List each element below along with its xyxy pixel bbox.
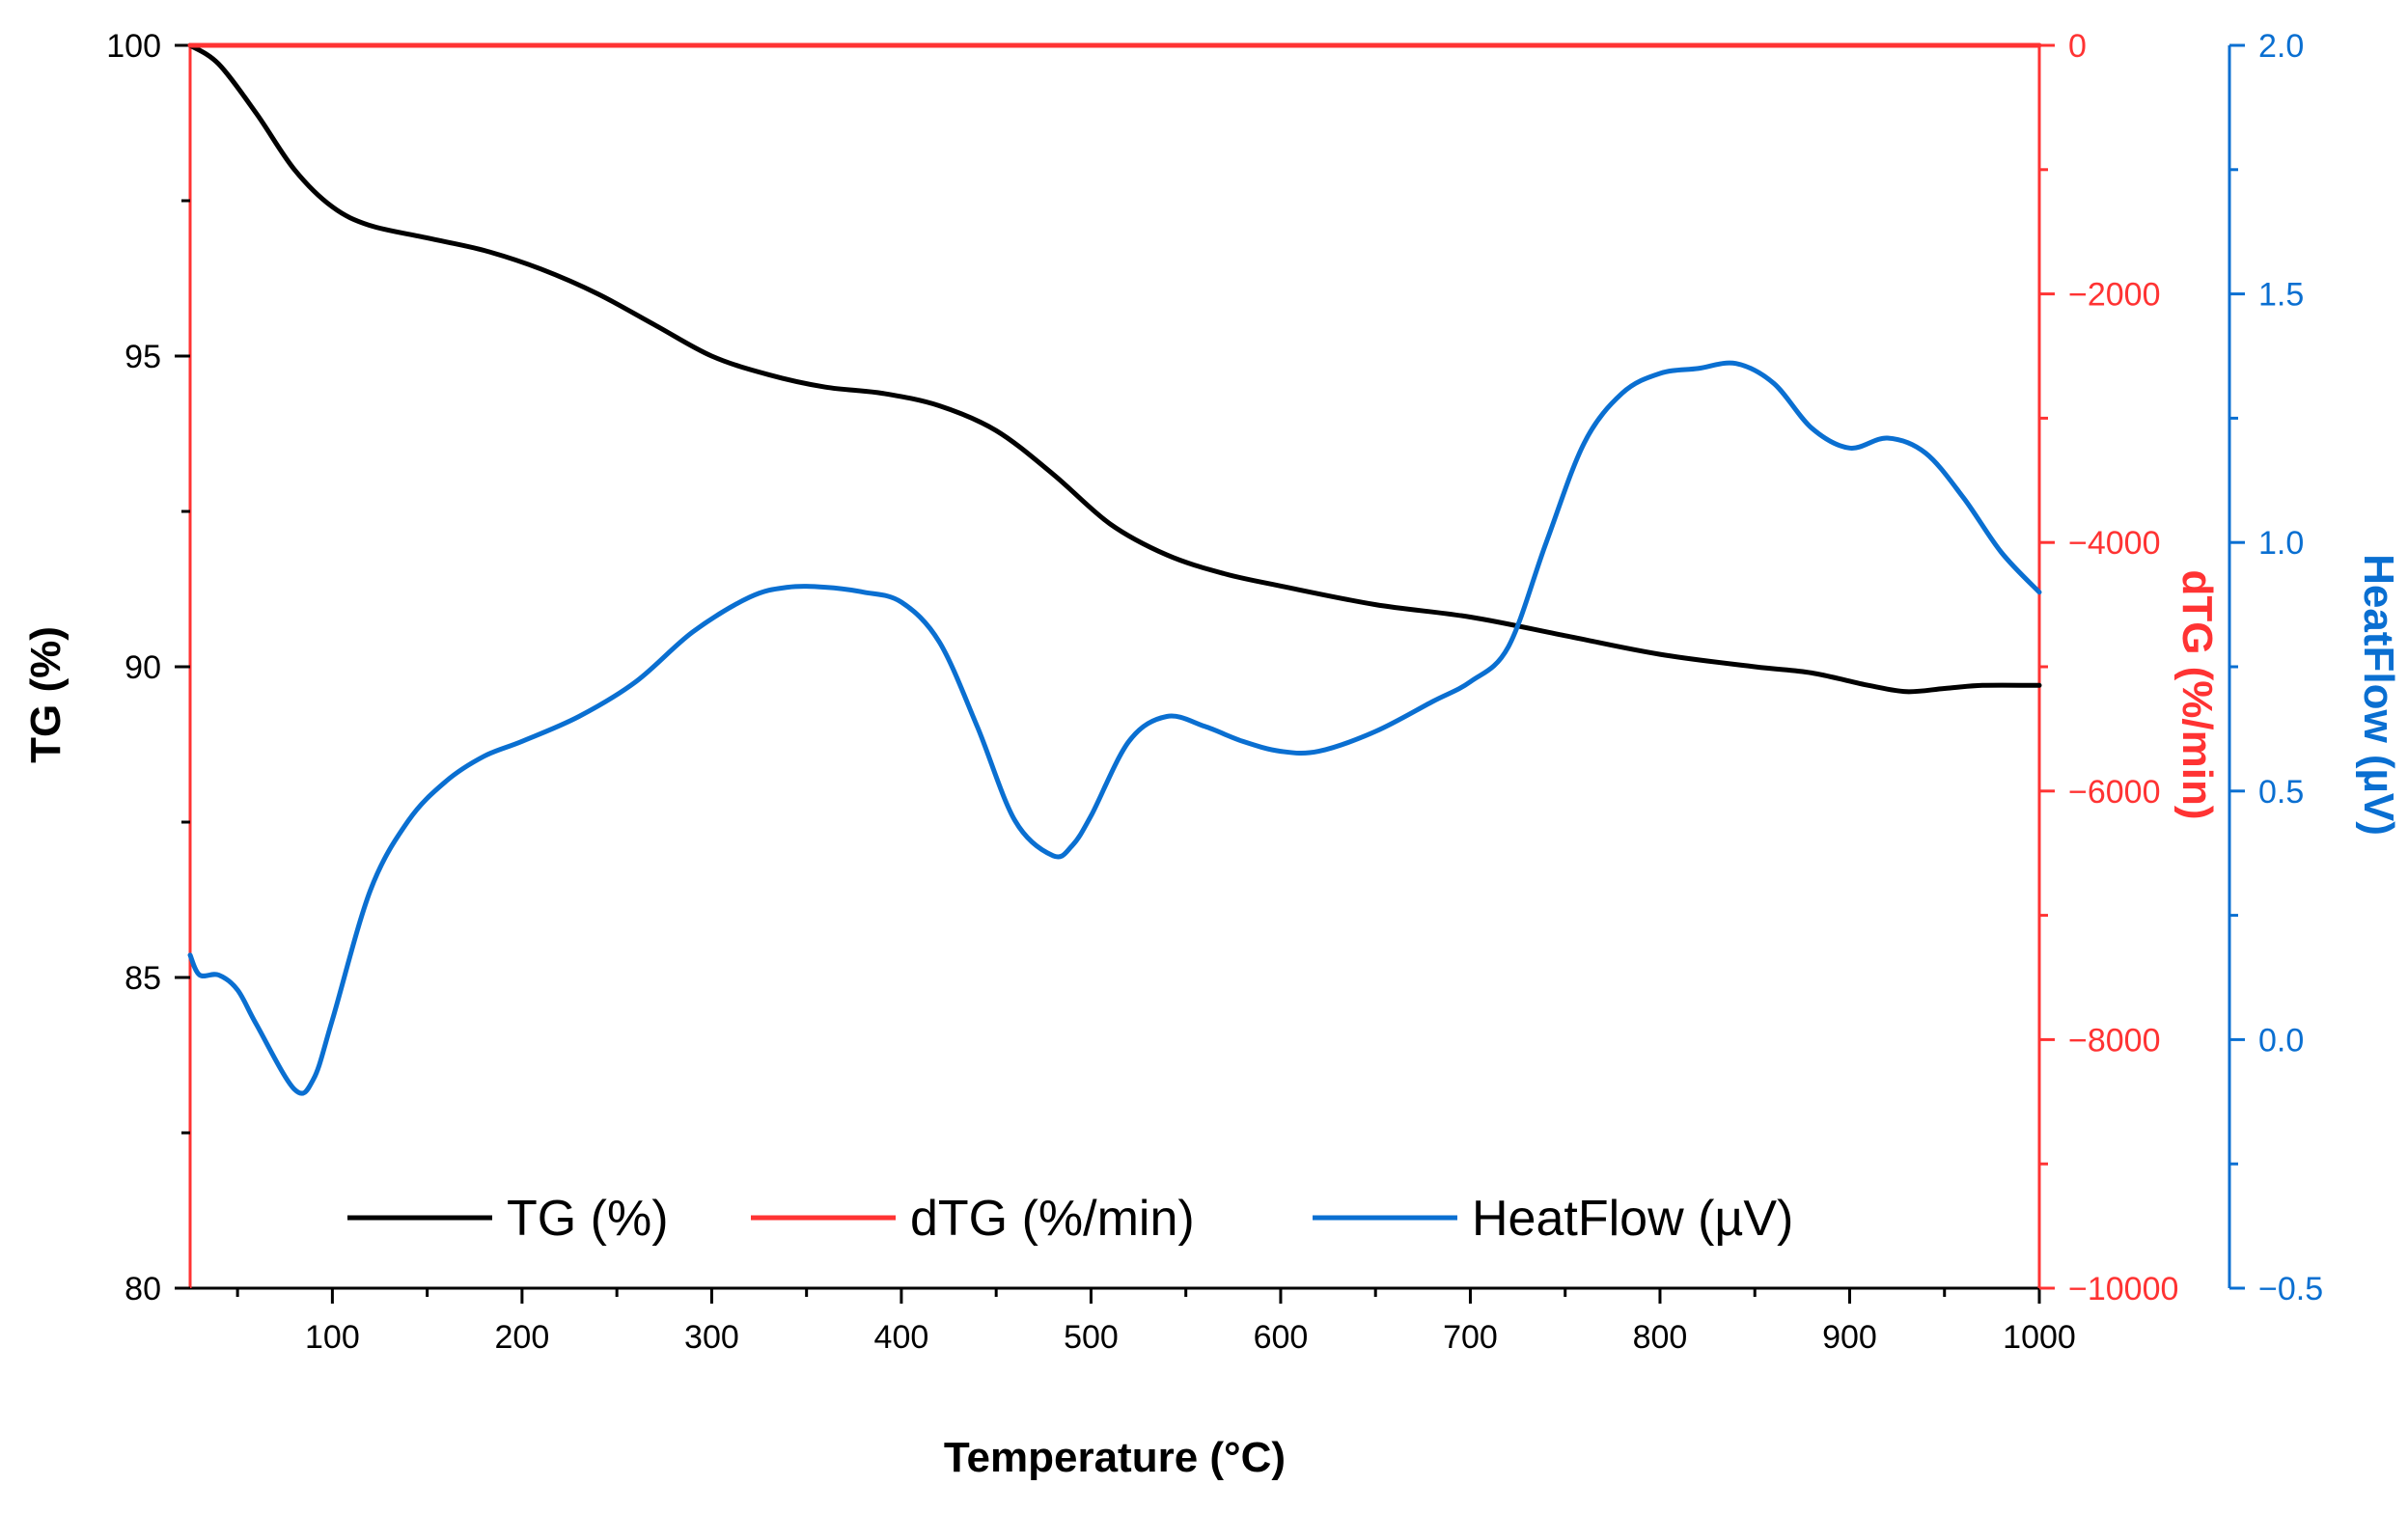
y-tick-label-tg: 100 <box>106 28 161 65</box>
y-tick-label-heatflow: 0.0 <box>2258 1022 2304 1059</box>
y-tick-label-tg: 85 <box>125 960 161 997</box>
y-tick-label-heatflow: 1.5 <box>2258 277 2304 314</box>
y-axis-title-dtg: dTG (%/min) <box>2173 569 2221 819</box>
x-tick-label: 900 <box>1822 1319 1877 1356</box>
legend: TG (%) dTG (%/min) HeatFlow (µV) <box>347 1191 1793 1247</box>
x-tick-label: 1000 <box>2003 1319 2076 1356</box>
y-tick-label-dtg: −8000 <box>2068 1022 2161 1059</box>
legend-label-heatflow: HeatFlow (µV) <box>1472 1191 1793 1247</box>
x-tick-label: 700 <box>1443 1319 1498 1356</box>
y-tick-label-dtg: 0 <box>2068 28 2087 65</box>
x-tick-label: 500 <box>1064 1319 1119 1356</box>
tg-series-line <box>187 42 2042 695</box>
y-tick-label-dtg: −2000 <box>2068 277 2161 314</box>
x-tick-label: 800 <box>1633 1319 1688 1356</box>
x-tick-label: 200 <box>495 1319 550 1356</box>
y-tick-label-tg: 90 <box>125 649 161 686</box>
x-tick-label: 300 <box>684 1319 739 1356</box>
y-axis-title-tg: TG (%) <box>22 626 69 763</box>
y-tick-label-dtg: −6000 <box>2068 774 2161 811</box>
x-tick-label: 600 <box>1254 1319 1309 1356</box>
x-tick-label: 400 <box>874 1319 929 1356</box>
y-tick-label-tg: 80 <box>125 1271 161 1307</box>
heatflow-series-line <box>187 360 2042 1096</box>
y-tick-label-heatflow: −0.5 <box>2258 1271 2323 1307</box>
legend-label-dtg: dTG (%/min) <box>910 1191 1195 1247</box>
y-tick-label-heatflow: 0.5 <box>2258 774 2304 811</box>
data-lines <box>187 42 2042 1096</box>
x-tick-label: 100 <box>305 1319 360 1356</box>
y-tick-label-heatflow: 2.0 <box>2258 28 2304 65</box>
y-tick-label-heatflow: 1.0 <box>2258 525 2304 562</box>
y-axis-title-heatflow: HeatFlow (µV) <box>2355 554 2402 836</box>
y-tick-label-tg: 95 <box>125 339 161 375</box>
y-tick-label-dtg: −10000 <box>2068 1271 2178 1307</box>
y-tick-label-dtg: −4000 <box>2068 525 2161 562</box>
legend-label-tg: TG (%) <box>507 1191 669 1247</box>
x-axis-title: Temperature (°C) <box>944 1434 1286 1481</box>
